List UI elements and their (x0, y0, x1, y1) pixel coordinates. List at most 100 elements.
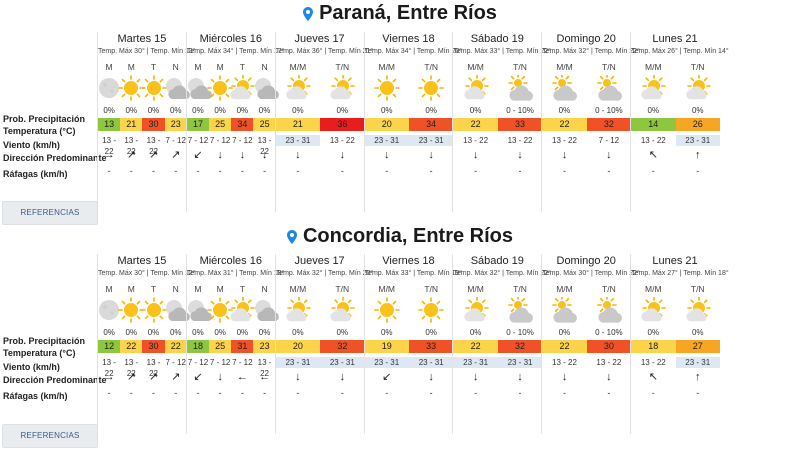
wind-direction-arrow-icon: ↗ (148, 149, 159, 161)
forecast-period: N 0% 22 7 - 12 ↗ - (162, 254, 190, 434)
precipitation-value: 0% (169, 106, 182, 115)
day-name: Jueves 17 (294, 255, 345, 267)
wind-direction-arrow-icon: ↓ (217, 149, 223, 161)
wind-value: 7 - 12 (232, 358, 253, 367)
precipitation-value: 0% (125, 328, 138, 337)
wind-value: 13 - 22 (257, 358, 272, 378)
gust-value: - (196, 388, 200, 398)
gust-value: - (263, 166, 267, 176)
forecast-period: M/M 0% 21 23 - 31 ↓ - (275, 32, 321, 212)
row-label-wind: Viento (km/h) (3, 140, 60, 150)
wind-direction-arrow-icon: ↙ (382, 371, 392, 383)
references-button[interactable]: REFERENCIAS (2, 424, 98, 448)
wind-direction-arrow-icon: ↓ (561, 149, 568, 161)
moon-cloud-icon (162, 297, 190, 323)
temperature-cell: 30 (586, 340, 632, 353)
wind-direction-arrow-icon: ↙ (193, 149, 203, 161)
moon-icon (95, 75, 123, 101)
precipitation-value: 0 - 10% (506, 328, 534, 337)
wind-value: 23 - 31 (364, 357, 409, 368)
period-label: M/M (378, 284, 396, 294)
precipitation-value: 0% (647, 328, 660, 337)
wind-direction-arrow-icon: ↓ (428, 149, 434, 161)
forecast-period: M/M 0% 22 13 - 22 ↓ - (542, 32, 587, 212)
row-labels: Prob. Precipitación Temperatura (°C) Vient… (0, 254, 107, 434)
forecast-table: Prob. Precipitación Temperatura (°C) Vient… (0, 32, 800, 212)
period-label: T (150, 284, 157, 294)
period-label: T/N (602, 62, 616, 72)
forecast-period: M 0% 12 13 - 22 → - (95, 254, 123, 434)
gust-value: - (152, 388, 156, 398)
wind-value: 7 - 12 (209, 358, 231, 367)
temperature-cell: 32 (320, 340, 365, 353)
period-label: T/N (335, 284, 350, 294)
wind-direction-arrow-icon: ↗ (171, 371, 181, 383)
wind-direction-arrow-icon: ← (259, 371, 271, 383)
temperature-cell: 25 (253, 118, 276, 131)
gust-value: - (429, 388, 433, 398)
precipitation-value: 0% (691, 106, 704, 115)
forecast-period: T 0% 30 13 - 22 ↗ - (140, 254, 167, 434)
row-label-gusts: Ráfagas (km/h) (3, 391, 68, 401)
cloud-sun-icon (506, 73, 534, 101)
day-temp-range: Temp. Máx 30° | Temp. Mín 12° (98, 270, 196, 277)
day-temp-range: Temp. Máx 26° | Temp. Mín 14° (631, 48, 729, 55)
sun-cloud-icon (284, 296, 312, 323)
wind-direction-arrow-icon: ↖ (648, 149, 658, 161)
day-name: Domingo 20 (556, 33, 616, 45)
temperature-cell: 12 (98, 340, 121, 353)
moon-icon (95, 297, 123, 323)
period-label: N (261, 284, 268, 294)
period-label: M/M (645, 284, 662, 294)
temperature-cell: 23 (164, 118, 187, 131)
gust-value: - (385, 166, 389, 176)
period-label: M (105, 284, 113, 294)
wind-direction-arrow-icon: ↙ (193, 371, 203, 383)
day-temp-range: Temp. Máx 34° | Temp. Mín 20° (364, 48, 463, 55)
day-column: Martes 15 Temp. Máx 30° | Temp. Mín 12° M 0… (95, 254, 196, 434)
row-label-precipitation: Prob. Precipitación (3, 114, 86, 124)
city-title: Paraná, Entre Ríos (0, 0, 800, 26)
day-temp-range: Temp. Máx 30° | Temp. Mín 22° (542, 270, 640, 277)
gust-value: - (696, 166, 700, 176)
forecast-period: N 0% 23 7 - 12 ↗ - (164, 32, 190, 212)
sun-icon (140, 75, 168, 101)
city-name: Concordia, Entre Ríos (302, 225, 514, 247)
temperature-cell: 34 (231, 118, 254, 131)
period-label: T/N (513, 62, 527, 72)
temperature-cell: 22 (453, 340, 498, 353)
wind-value: 23 - 31 (320, 357, 365, 368)
wind-direction-arrow-icon: → (103, 371, 115, 383)
period-label: M (194, 62, 202, 72)
row-label-temperature: Temperatura (°C) (3, 348, 76, 358)
precipitation-value: 0% (258, 328, 271, 337)
row-label-direction: Dirección Predominante (3, 375, 107, 385)
moon-cloud-icon (184, 75, 212, 101)
gust-value: - (562, 388, 566, 398)
forecast-period: N 0% 23 13 - 22 ← - (253, 254, 279, 434)
references-button[interactable]: REFERENCIAS (2, 201, 98, 225)
temperature-cell: 22 (542, 340, 587, 353)
period-label: T/N (690, 284, 705, 294)
forecast-period: T/N 0 - 10% 32 7 - 12 ↓ - (586, 32, 632, 212)
temperature-cell: 26 (675, 118, 720, 131)
day-temp-range: Temp. Máx 32° | Temp. Mín 22° (453, 270, 551, 277)
precipitation-value: 0% (147, 106, 160, 115)
precipitation-value: 0% (469, 328, 482, 337)
period-label: M (194, 284, 202, 294)
forecast-period: M/M 0% 20 23 - 31 ↓ - (275, 254, 321, 434)
temperature-cell: 22 (453, 118, 498, 131)
forecast-period: M/M 0% 14 13 - 22 ↖ - (631, 32, 676, 212)
gust-value: - (518, 388, 522, 398)
wind-direction-arrow-icon: ↓ (428, 371, 434, 383)
wind-value: 7 - 12 (187, 358, 209, 367)
precipitation-value: 0% (103, 106, 115, 115)
day-column: Domingo 20 Temp. Máx 30° | Temp. Mín 22° M… (541, 254, 640, 434)
wind-direction-arrow-icon: ↓ (606, 149, 612, 161)
city-title: Concordia, Entre Ríos (0, 223, 800, 249)
gust-value: - (651, 166, 655, 176)
gust-value: - (263, 388, 267, 398)
temperature-cell: 20 (275, 340, 321, 353)
period-label: T/N (424, 62, 439, 72)
precipitation-value: 0% (169, 328, 182, 337)
